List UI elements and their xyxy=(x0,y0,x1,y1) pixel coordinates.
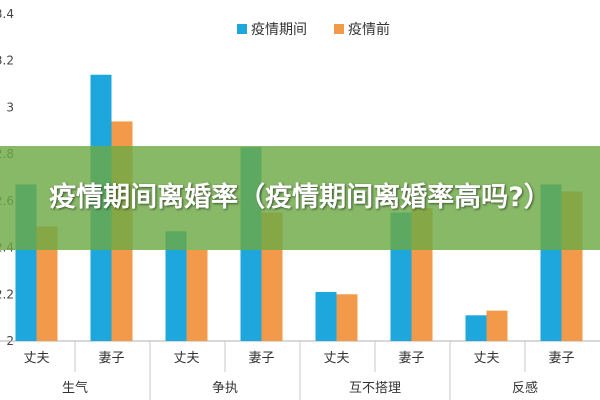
legend-label-before-epidemic: 疫情前 xyxy=(348,21,390,38)
legend-label-during-epidemic: 疫情期间 xyxy=(251,22,307,38)
y-tick-label: 3.4 xyxy=(0,7,14,21)
x-group-label: 争执 xyxy=(212,381,238,396)
x-category-label: 丈夫 xyxy=(323,351,349,366)
x-group-label: 互不搭理 xyxy=(349,380,401,396)
y-tick-label: 3.2 xyxy=(0,54,14,68)
x-category-label: 丈夫 xyxy=(473,351,499,366)
y-tick-label: 3 xyxy=(6,100,14,114)
legend-swatch-during-epidemic xyxy=(237,24,247,34)
x-category-label: 丈夫 xyxy=(23,351,49,366)
bar-during-epidemic xyxy=(465,315,487,341)
x-group-label: 反感 xyxy=(512,380,538,396)
x-category-label: 丈夫 xyxy=(173,351,199,366)
y-tick-label: 2.2 xyxy=(0,287,14,301)
bar-before-epidemic xyxy=(36,226,58,341)
x-category-label: 妻子 xyxy=(548,351,574,366)
bar-before-epidemic xyxy=(186,249,208,341)
bar-during-epidemic xyxy=(315,291,337,341)
banner-title: 疫情期间离婚率（疫情期间离婚率高吗?） xyxy=(49,182,551,213)
bar-before-epidemic xyxy=(336,294,358,341)
x-category-label: 妻子 xyxy=(98,351,124,366)
bar-before-epidemic xyxy=(486,310,508,341)
legend-swatch-before-epidemic xyxy=(334,24,344,34)
x-group-label: 生气 xyxy=(62,380,88,396)
bar-during-epidemic xyxy=(165,231,187,341)
x-category-label: 妻子 xyxy=(398,351,424,366)
title-banner: 疫情期间离婚率（疫情期间离婚率高吗?） xyxy=(0,146,600,250)
x-category-label: 妻子 xyxy=(248,351,274,366)
